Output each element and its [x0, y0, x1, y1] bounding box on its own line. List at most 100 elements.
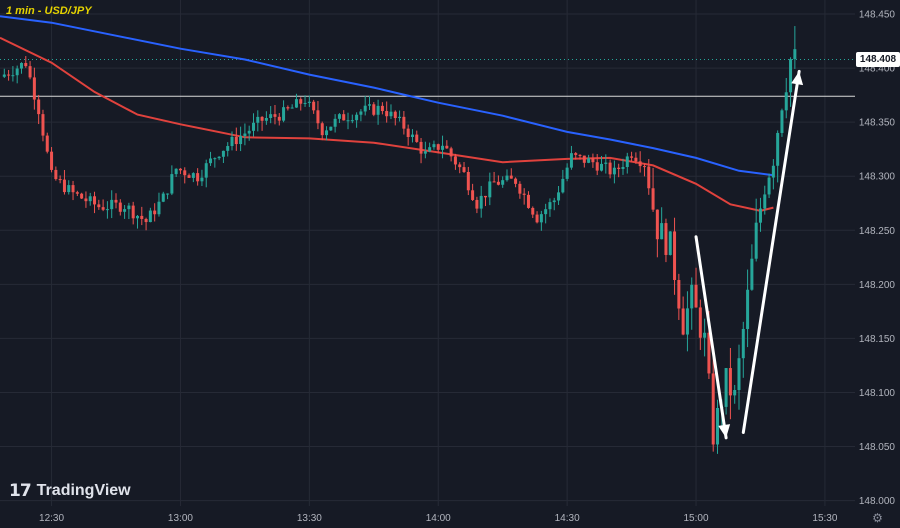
candle-body [660, 223, 664, 240]
candle-body [449, 148, 453, 157]
candle-body [591, 158, 595, 163]
arrow-shaft [694, 235, 728, 440]
candle-body [299, 99, 303, 104]
x-tick-label: 12:30 [39, 513, 64, 524]
candle-body [552, 200, 556, 203]
candle-body [651, 188, 655, 210]
candle-body [415, 134, 419, 142]
candle-body [359, 111, 363, 115]
candle-body [243, 133, 247, 137]
candle-body [496, 181, 500, 185]
candle-body [505, 175, 509, 181]
candle-body [754, 222, 758, 259]
x-tick-label: 15:00 [684, 513, 709, 524]
candle-body [24, 63, 28, 67]
annotation-arrows[interactable] [694, 69, 804, 440]
candle-body [595, 162, 599, 171]
candle-body [110, 199, 114, 210]
candle-body [453, 156, 457, 165]
candle-body [488, 181, 492, 198]
candle-body [698, 307, 702, 338]
tradingview-logo[interactable]: 17 TradingView [9, 481, 131, 501]
candle-body [320, 123, 324, 136]
candle-body [625, 156, 629, 168]
time-axis[interactable]: 12:30 13:00 13:30 14:00 14:30 15:00 15:30 [39, 513, 838, 524]
candle-body [475, 199, 479, 209]
gear-icon[interactable]: ⚙ [872, 511, 883, 525]
candle-body [535, 214, 539, 223]
candle-body [118, 202, 122, 212]
price-axis[interactable]: 148.450 148.400 148.350 148.300 148.250 148.2… [859, 10, 896, 508]
candle-body [763, 194, 767, 209]
candle-body [673, 231, 677, 281]
candle-body [45, 135, 49, 152]
candle-body [166, 193, 170, 195]
candle-body [234, 136, 238, 145]
chart-title: 1 min - USD/JPY [6, 5, 92, 17]
candle-body [728, 368, 732, 396]
candle-body [93, 196, 97, 205]
candle-body [492, 181, 496, 183]
y-tick-label: 148.400 [859, 64, 896, 75]
candle-body [608, 162, 612, 175]
candle-body [294, 99, 298, 108]
candle-body [333, 118, 337, 127]
candle-body [367, 104, 372, 106]
candle-body [273, 114, 277, 117]
candle-body [604, 162, 608, 164]
candle-body [153, 210, 157, 215]
candle-body [41, 114, 45, 136]
candle-body [88, 196, 92, 202]
candle-body [539, 214, 543, 223]
candle-body [28, 66, 32, 78]
candle-body [578, 154, 582, 156]
candle-body [355, 114, 359, 121]
candle-body [363, 105, 367, 112]
candle-body [522, 193, 526, 195]
candle-body [239, 136, 243, 145]
candle-body [389, 111, 393, 117]
candle-body [32, 77, 36, 100]
candle-body [123, 209, 127, 212]
y-tick-label: 148.150 [859, 334, 896, 345]
candle-body [204, 163, 208, 178]
candle-body [290, 107, 294, 109]
candle-body [286, 107, 290, 109]
candle-body [642, 166, 646, 168]
candle-body [557, 192, 561, 201]
candle-body [647, 166, 651, 189]
candle-body [226, 146, 230, 151]
candle-body [398, 116, 402, 119]
candle-body [200, 177, 204, 182]
candle-body [445, 145, 449, 149]
candle-body [75, 192, 79, 194]
candle-body [501, 180, 505, 185]
candle-body [312, 101, 316, 111]
candle-body [733, 389, 737, 396]
candle-body [668, 231, 672, 255]
candle-body [630, 156, 634, 158]
candle-body [376, 105, 380, 115]
candle-body [483, 195, 488, 198]
candle-body [741, 328, 745, 359]
candle-body [707, 332, 711, 374]
candle-body [329, 126, 333, 131]
candle-body [282, 107, 286, 121]
candle-body [518, 183, 522, 194]
candle-body [307, 101, 311, 103]
candle-body [196, 173, 200, 182]
candle-body [346, 120, 350, 122]
candle-body [789, 59, 793, 93]
x-tick-label: 14:30 [555, 513, 580, 524]
candle-body [269, 114, 273, 119]
candle-body [221, 150, 225, 157]
candle-body [7, 74, 11, 76]
candle-body [209, 158, 213, 164]
candle-body [711, 373, 715, 445]
candle-body [372, 104, 376, 115]
candle-body [582, 155, 586, 163]
candle-body [574, 153, 578, 155]
blue-moving-average-line [0, 15, 774, 177]
x-tick-label: 15:30 [812, 513, 837, 524]
